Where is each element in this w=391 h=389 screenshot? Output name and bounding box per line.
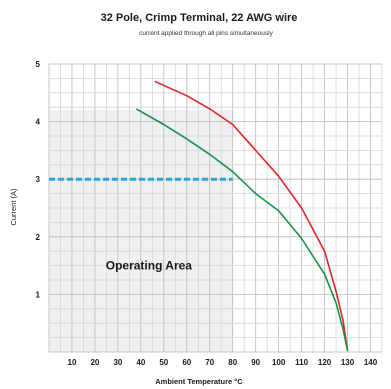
x-tick-label: 50: [159, 358, 168, 367]
y-tick-label: 4: [36, 118, 41, 127]
x-tick-label: 60: [182, 358, 191, 367]
plot-area: 10 20 30 40 50 60 70 80 90 100 110 120 130 140 12345 …: [36, 60, 383, 367]
x-tick-label: 10: [68, 358, 77, 367]
y-tick-label: 5: [36, 60, 41, 69]
x-tick-label: 90: [251, 358, 260, 367]
x-tick-label: 130: [341, 358, 355, 367]
y-tick-label: 2: [36, 233, 41, 242]
y-tick-labels: 1 2 3 4 5: [36, 60, 41, 299]
y-tick-label: 1: [36, 290, 41, 299]
x-tick-labels: 10 20 30 40 50 60 70 80 90 100 110 120 130 140: [68, 358, 378, 367]
x-tick-label: 120: [318, 358, 332, 367]
x-tick-label: 70: [205, 358, 214, 367]
grid: [48, 63, 383, 353]
x-tick-label: 20: [90, 358, 99, 367]
y-tick-label: 3: [36, 175, 41, 184]
series-line-2: [135, 108, 349, 351]
series-line-1: [154, 80, 349, 351]
x-tick-label: 140: [364, 358, 378, 367]
y-axis-label: Current (A): [9, 188, 18, 226]
x-tick-label: 40: [136, 358, 145, 367]
series-lines: [135, 80, 349, 351]
operating-area-label: Operating Area: [106, 259, 193, 273]
x-tick-label: 100: [272, 358, 286, 367]
x-tick-label: 80: [228, 358, 237, 367]
x-tick-label: 110: [295, 358, 308, 367]
x-tick-label: 30: [113, 358, 122, 367]
x-axis-label: Ambient Temperature °C: [155, 377, 243, 386]
chart-title: 32 Pole, Crimp Terminal, 22 AWG wire: [101, 12, 298, 24]
chart-subtitle: current applied through all pins simulta…: [139, 30, 273, 37]
